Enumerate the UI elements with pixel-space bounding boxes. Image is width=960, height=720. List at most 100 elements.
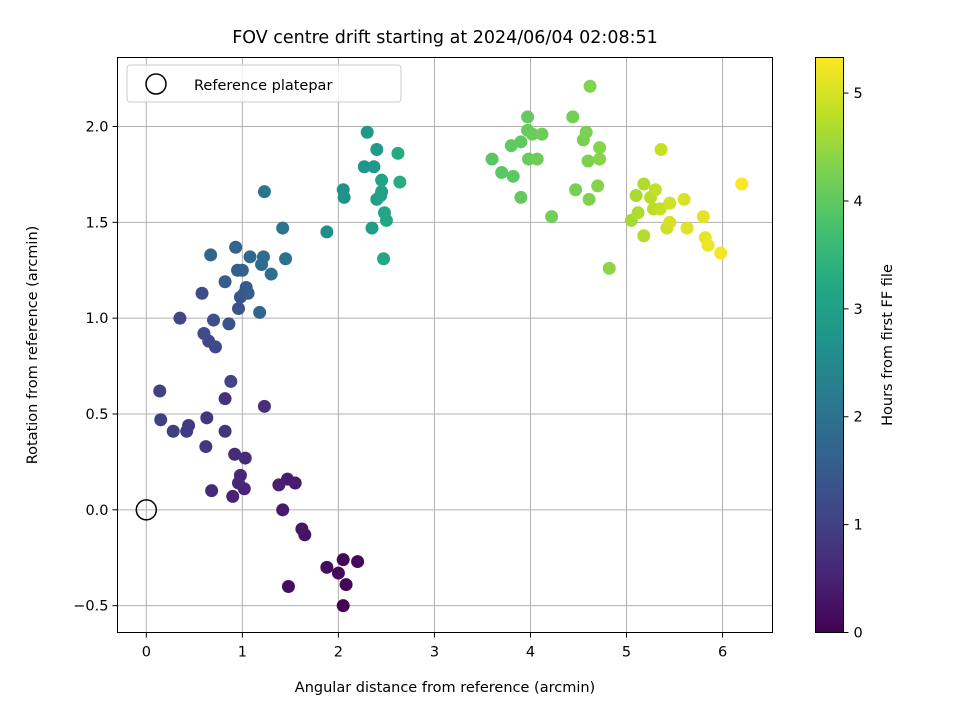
data-point bbox=[228, 447, 242, 461]
y-tick-label: 0.5 bbox=[85, 407, 108, 423]
data-point bbox=[276, 221, 290, 235]
data-point bbox=[379, 213, 393, 227]
data-point bbox=[207, 313, 221, 327]
legend-marker bbox=[145, 73, 167, 95]
data-point bbox=[264, 267, 278, 281]
plot-frame bbox=[117, 57, 773, 633]
data-point bbox=[200, 411, 214, 425]
y-tick-label: 1.0 bbox=[85, 311, 108, 327]
data-point bbox=[582, 192, 596, 206]
data-point bbox=[654, 143, 668, 156]
colorbar-gradient bbox=[815, 57, 844, 633]
colorbar-tick-label: 4 bbox=[854, 194, 863, 210]
y-tick-label: 2.0 bbox=[85, 120, 108, 136]
data-point bbox=[336, 553, 350, 567]
colorbar-tick-label: 3 bbox=[854, 302, 863, 318]
data-point bbox=[648, 183, 662, 197]
data-point bbox=[701, 238, 715, 252]
legend-box bbox=[126, 64, 402, 103]
data-point bbox=[232, 302, 246, 316]
data-point bbox=[602, 261, 616, 275]
data-point bbox=[199, 440, 213, 454]
colorbar-label: Hours from first FF file bbox=[880, 264, 896, 426]
data-point bbox=[153, 384, 167, 398]
data-point bbox=[375, 185, 389, 199]
x-tick-label: 6 bbox=[718, 645, 727, 661]
data-point bbox=[375, 173, 389, 187]
data-point bbox=[243, 250, 257, 264]
data-point bbox=[593, 141, 607, 155]
data-point bbox=[336, 599, 350, 613]
colorbar-tick-label: 1 bbox=[854, 518, 863, 534]
data-point bbox=[637, 229, 651, 243]
legend: Reference platepar bbox=[126, 64, 402, 103]
y-tick-label: −0.5 bbox=[73, 599, 108, 615]
data-point bbox=[195, 286, 209, 300]
colorbar: 0 1 2 3 4 5 Hours from first FF file bbox=[815, 57, 896, 642]
data-point bbox=[205, 484, 219, 498]
data-point bbox=[735, 177, 749, 191]
data-point bbox=[663, 196, 677, 210]
data-point bbox=[506, 169, 520, 183]
chart-title: FOV centre drift starting at 2024/06/04 … bbox=[232, 28, 658, 48]
data-point bbox=[581, 154, 595, 168]
colorbar-tick-label: 5 bbox=[854, 86, 863, 102]
data-point bbox=[696, 210, 710, 224]
data-point bbox=[593, 152, 607, 166]
x-tick-label: 0 bbox=[142, 645, 151, 661]
data-point bbox=[653, 202, 667, 216]
data-point bbox=[218, 275, 232, 289]
data-point bbox=[495, 166, 509, 179]
data-point bbox=[631, 206, 645, 220]
data-point bbox=[235, 263, 249, 277]
data-point bbox=[637, 177, 651, 191]
y-axis-label: Rotation from reference (arcmin) bbox=[25, 226, 41, 465]
data-point bbox=[331, 566, 345, 580]
data-point bbox=[197, 327, 211, 340]
data-point bbox=[257, 185, 271, 199]
data-point bbox=[320, 225, 334, 239]
data-point bbox=[514, 190, 528, 204]
y-tick-label: 0.0 bbox=[85, 503, 108, 519]
y-axis: −0.5 0.0 0.5 1.0 1.5 2.0 bbox=[73, 120, 118, 615]
data-point bbox=[525, 127, 539, 141]
data-point bbox=[204, 248, 218, 262]
data-point bbox=[591, 179, 605, 193]
data-point bbox=[253, 305, 267, 319]
data-point bbox=[530, 152, 544, 166]
colorbar-tick-label: 0 bbox=[854, 626, 863, 642]
data-point bbox=[238, 451, 252, 465]
data-point bbox=[485, 152, 499, 166]
data-point bbox=[257, 399, 271, 413]
data-point bbox=[232, 476, 246, 490]
data-point bbox=[173, 311, 187, 325]
data-point bbox=[545, 210, 559, 224]
data-point bbox=[276, 503, 290, 517]
colorbar-tick-label: 2 bbox=[854, 410, 863, 426]
data-point bbox=[351, 555, 365, 569]
data-point bbox=[320, 560, 334, 574]
data-point bbox=[226, 489, 240, 503]
data-point bbox=[229, 240, 243, 254]
data-point bbox=[180, 424, 194, 438]
data-point bbox=[367, 160, 381, 174]
data-point bbox=[360, 125, 374, 139]
data-point bbox=[166, 424, 180, 438]
data-point bbox=[393, 175, 407, 189]
x-axis-label: Angular distance from reference (arcmin) bbox=[295, 680, 595, 696]
data-points bbox=[153, 79, 749, 613]
data-point bbox=[337, 190, 351, 204]
data-point bbox=[222, 317, 236, 331]
data-point bbox=[377, 252, 391, 266]
data-point bbox=[514, 135, 528, 149]
data-point bbox=[339, 578, 353, 592]
data-point bbox=[714, 246, 728, 260]
x-tick-label: 1 bbox=[238, 645, 247, 661]
data-point bbox=[281, 580, 295, 593]
data-point bbox=[391, 146, 405, 160]
data-point bbox=[370, 143, 384, 156]
x-tick-label: 3 bbox=[430, 645, 439, 661]
data-point bbox=[579, 125, 593, 139]
data-point bbox=[256, 250, 270, 264]
reference-point bbox=[135, 499, 158, 521]
